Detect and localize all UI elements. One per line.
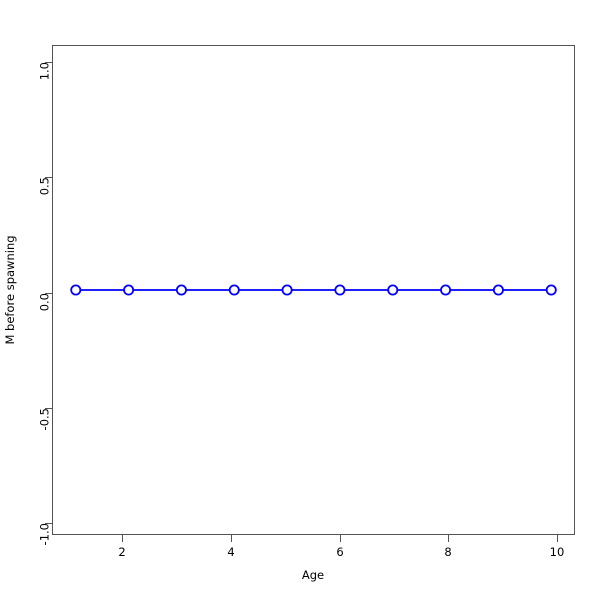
y-tick-label-text: 0.0	[37, 293, 51, 312]
x-axis-title: Age	[301, 568, 325, 582]
y-tick-label: -1.0	[37, 523, 51, 545]
y-tick-mark	[45, 523, 52, 524]
x-tick-mark	[557, 535, 558, 542]
y-tick-label-text: 1.0	[37, 62, 51, 81]
y-tick-mark	[45, 293, 52, 294]
x-tick-mark	[340, 535, 341, 542]
y-axis-title: M before spawning	[3, 235, 17, 345]
x-tick-label: 2	[118, 545, 126, 559]
x-tick-mark	[448, 535, 449, 542]
y-tick-label: 1.0	[37, 62, 51, 80]
y-tick-label: 0.0	[37, 293, 51, 311]
y-tick-mark	[45, 408, 52, 409]
y-tick-label: 0.5	[37, 177, 51, 195]
plot-frame	[52, 45, 575, 535]
y-tick-label: -0.5	[37, 408, 51, 430]
y-tick-label-text: -1.0	[37, 523, 51, 546]
x-tick-mark	[231, 535, 232, 542]
x-tick-mark	[122, 535, 123, 542]
x-tick-label: 8	[444, 545, 452, 559]
x-tick-label: 4	[227, 545, 235, 559]
y-tick-label-text: 0.5	[37, 177, 51, 196]
y-tick-mark	[45, 62, 52, 63]
x-tick-label: 10	[549, 545, 565, 559]
y-tick-label-text: -0.5	[37, 408, 51, 431]
x-tick-label: 6	[336, 545, 344, 559]
y-tick-mark	[45, 177, 52, 178]
